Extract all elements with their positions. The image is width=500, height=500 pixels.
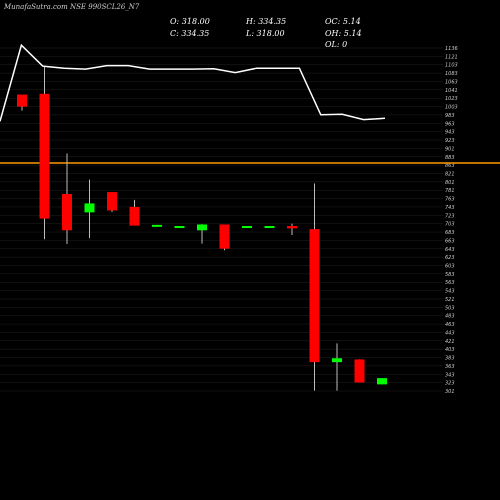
- axis-tick-label: 883: [445, 155, 455, 161]
- candle-body: [174, 226, 185, 229]
- axis-tick-label: 363: [445, 364, 455, 370]
- axis-tick-label: 821: [445, 171, 455, 177]
- axis-tick-label: 943: [445, 130, 455, 136]
- axis-tick-label: 923: [445, 138, 455, 144]
- axis-tick-label: 383: [445, 356, 455, 362]
- axis-tick-label: 463: [445, 322, 455, 328]
- axis-tick-label: 1041: [445, 88, 458, 94]
- candle-body: [377, 378, 387, 385]
- axis-tick-label: 1003: [445, 105, 458, 111]
- axis-tick-label: 763: [445, 197, 455, 203]
- axis-tick-label: 603: [445, 264, 455, 270]
- candle-body: [242, 226, 252, 229]
- axis-tick-label: 723: [445, 213, 455, 219]
- axis-tick-label: 983: [445, 113, 455, 119]
- axis-tick-label: 483: [445, 314, 455, 320]
- axis-tick-label: 421: [445, 339, 455, 345]
- axis-tick-label: 901: [445, 146, 455, 152]
- high-value: H: 334.35: [246, 17, 287, 26]
- chart-title: MunafaSutra.com NSE 990SCL26_N7: [4, 3, 140, 11]
- axis-tick-label: 583: [445, 272, 455, 278]
- candle-body: [287, 226, 297, 229]
- axis-tick-label: 521: [445, 297, 455, 303]
- axis-tick-label: 443: [445, 330, 455, 336]
- candle-body: [17, 94, 27, 107]
- ol-value: OL: 0: [325, 40, 348, 49]
- axis-tick-label: 623: [445, 255, 455, 261]
- candle-body: [264, 226, 275, 229]
- axis-tick-label: 703: [445, 222, 455, 228]
- candle-body: [39, 93, 50, 219]
- candle-body: [332, 358, 342, 363]
- axis-tick-label: 1103: [445, 63, 458, 69]
- line-series: [0, 43, 386, 122]
- candle-body: [219, 224, 230, 249]
- candle-body: [354, 359, 365, 383]
- axis-tick-label: 403: [445, 347, 455, 353]
- axis-tick-label: 1121: [445, 54, 458, 60]
- open-value: O: 318.00: [170, 17, 210, 26]
- axis-tick-label: 543: [445, 289, 455, 295]
- oc-value: OC: 5.14: [325, 17, 361, 26]
- candle-body: [152, 224, 162, 227]
- candle-body: [107, 192, 117, 211]
- axis-tick-label: 801: [445, 180, 455, 186]
- axis-tick-label: 743: [445, 205, 455, 211]
- candle-body: [197, 224, 207, 231]
- axis-tick-label: 963: [445, 121, 455, 127]
- oh-value: OH: 5.14: [325, 29, 362, 38]
- candle-body: [309, 229, 320, 363]
- low-value: L: 318.00: [246, 29, 285, 38]
- axis-tick-label: 781: [445, 188, 455, 194]
- axis-tick-label: 563: [445, 280, 455, 286]
- candle-body: [129, 206, 140, 226]
- axis-tick-label: 503: [445, 305, 455, 311]
- axis-tick-label: 683: [445, 230, 455, 236]
- axis-tick-label: 1023: [445, 96, 458, 102]
- candle-body: [62, 194, 72, 231]
- axis-tick-label: 343: [445, 372, 455, 378]
- axis-tick-label: 1083: [445, 71, 458, 77]
- axis-tick-label: 301: [445, 389, 455, 395]
- axis-tick-label: 643: [445, 247, 455, 253]
- axis-tick-label: 1136: [445, 46, 458, 52]
- axis-tick-label: 863: [445, 163, 455, 169]
- close-value: C: 334.35: [170, 29, 210, 38]
- candle-body: [84, 203, 95, 213]
- axis-tick-label: 1063: [445, 79, 458, 85]
- axis-tick-label: 663: [445, 238, 455, 244]
- axis-tick-label: 323: [445, 381, 455, 387]
